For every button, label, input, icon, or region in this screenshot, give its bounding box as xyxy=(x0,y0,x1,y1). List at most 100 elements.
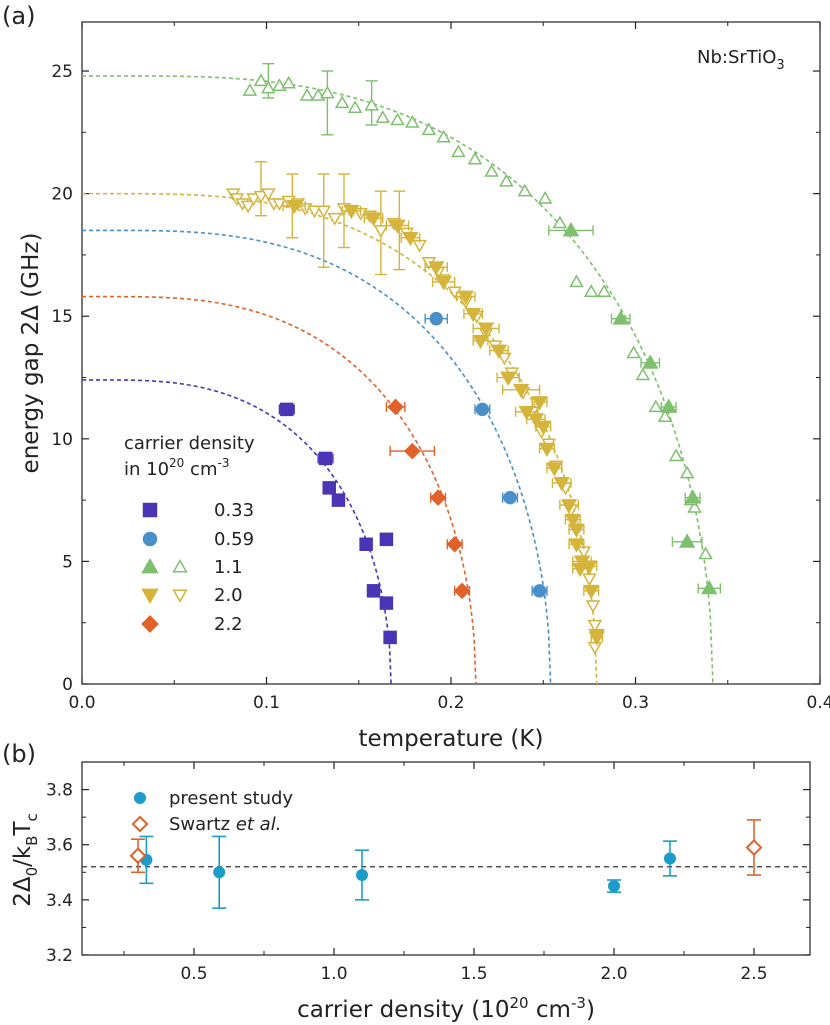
panel-b-legend: present study Swartz et al. xyxy=(131,788,293,835)
data-point xyxy=(366,584,381,598)
series-2 xyxy=(242,62,722,595)
data-point xyxy=(553,477,570,492)
legend-title-line1: carrier density xyxy=(124,433,255,454)
data-point xyxy=(588,631,605,646)
panel-a: 0.0 0.1 0.2 0.3 0.4 0 5 10 15 20 25 Nb:SrTiO3 temp… xyxy=(18,21,830,752)
panel-b-data xyxy=(129,819,763,909)
data-point xyxy=(429,311,443,326)
data-point xyxy=(322,481,336,495)
data-point xyxy=(435,275,452,291)
panel-a-fit-curves xyxy=(82,75,714,685)
data-point-open xyxy=(240,200,256,214)
y-tick-label-b: 3.4 xyxy=(46,891,73,911)
legend-b-marker-1 xyxy=(131,815,149,833)
panel-b-label: (b) xyxy=(2,740,36,768)
series-1 xyxy=(424,311,548,598)
data-point-open xyxy=(687,499,702,513)
data-point xyxy=(356,869,368,882)
data-point-open xyxy=(626,345,641,359)
panel-a-label: (a) xyxy=(2,2,35,30)
data-point xyxy=(512,383,530,399)
data-point xyxy=(568,523,585,538)
x-tick-label-b: 1.0 xyxy=(320,964,347,984)
panel-a-ylabel: energy gap 2Δ (GHz) xyxy=(18,233,44,474)
data-point-open xyxy=(679,465,695,479)
fit-curve-0.59 xyxy=(82,229,552,685)
panel-b-frame xyxy=(81,761,811,956)
data-point xyxy=(457,290,474,306)
data-point-open xyxy=(327,212,343,226)
legend-marker-3 xyxy=(141,588,159,604)
data-point xyxy=(446,535,463,553)
data-point-open xyxy=(307,205,322,219)
data-point xyxy=(612,310,629,325)
data-point-open xyxy=(698,546,713,560)
data-point-open xyxy=(635,367,651,381)
data-point-open xyxy=(467,151,483,165)
data-point xyxy=(365,212,382,227)
data-point-open xyxy=(587,619,603,633)
data-point-open xyxy=(436,129,451,143)
y-tick-label-a: 10 xyxy=(51,430,73,450)
fit-curve-1.1 xyxy=(82,75,714,685)
legend-label-3: 2.0 xyxy=(214,585,243,606)
data-point xyxy=(571,562,589,578)
data-point xyxy=(564,513,581,529)
legend-marker-0 xyxy=(142,502,158,518)
panel-b-ticks: 0.5 1.0 1.5 2.0 2.5 3.2 3.4 3.6 3.8 xyxy=(46,762,810,984)
data-point xyxy=(546,462,563,477)
data-point-open xyxy=(447,286,462,300)
legend-marker-1 xyxy=(142,531,158,547)
x-tick-label-b: 1.5 xyxy=(460,964,487,984)
legend-marker-open-2 xyxy=(172,559,188,573)
data-point-open xyxy=(596,284,612,297)
data-point xyxy=(383,630,397,645)
data-point-open xyxy=(537,191,553,204)
data-point-open xyxy=(517,183,533,197)
data-point xyxy=(560,499,578,514)
data-point xyxy=(280,402,294,417)
data-point-open xyxy=(668,448,684,462)
data-point xyxy=(343,204,360,220)
x-tick-label-b: 2.5 xyxy=(740,964,767,984)
data-point xyxy=(387,398,404,416)
series-4 xyxy=(385,398,471,600)
data-point xyxy=(532,584,547,598)
data-point-open xyxy=(246,193,261,207)
data-point-open xyxy=(451,144,466,158)
series-b-0 xyxy=(139,835,677,909)
legend-marker-4 xyxy=(141,615,159,633)
data-point-open xyxy=(253,190,269,204)
data-point xyxy=(568,538,585,553)
legend-marker-2 xyxy=(141,558,159,574)
data-point-open xyxy=(499,173,514,187)
data-point xyxy=(701,579,718,595)
legend-label-0: 0.33 xyxy=(214,500,254,521)
data-point-open xyxy=(242,83,258,96)
legend-marker-open-3 xyxy=(172,589,188,603)
data-point-open xyxy=(364,97,379,111)
x-tick-label-b: 2.0 xyxy=(600,964,627,984)
data-point-open xyxy=(320,85,335,99)
x-tick-label-a: 0.4 xyxy=(806,693,830,713)
x-tick-label-a: 0.1 xyxy=(253,693,280,713)
data-point-open xyxy=(261,80,276,94)
panel-b: 0.5 1.0 1.5 2.0 2.5 3.2 3.4 3.6 3.8 present stud… xyxy=(10,761,811,1023)
data-point-open xyxy=(421,122,437,136)
legend-title-line2: in 1020 cm-3 xyxy=(124,456,229,480)
y-tick-label-a: 5 xyxy=(62,552,73,572)
fit-curve-2.2 xyxy=(82,295,477,685)
data-point xyxy=(428,261,445,276)
data-point-open xyxy=(582,573,597,587)
panel-b-xlabel: carrier density (1020 cm-3) xyxy=(297,994,595,1023)
data-point-open xyxy=(569,274,584,288)
data-point xyxy=(379,596,394,610)
data-point xyxy=(583,584,600,600)
data-point xyxy=(490,344,508,359)
data-point xyxy=(285,199,303,215)
data-point xyxy=(331,493,346,507)
data-point xyxy=(531,396,548,411)
data-point-open xyxy=(334,95,350,109)
data-point xyxy=(213,866,226,879)
data-point-open xyxy=(373,225,389,238)
